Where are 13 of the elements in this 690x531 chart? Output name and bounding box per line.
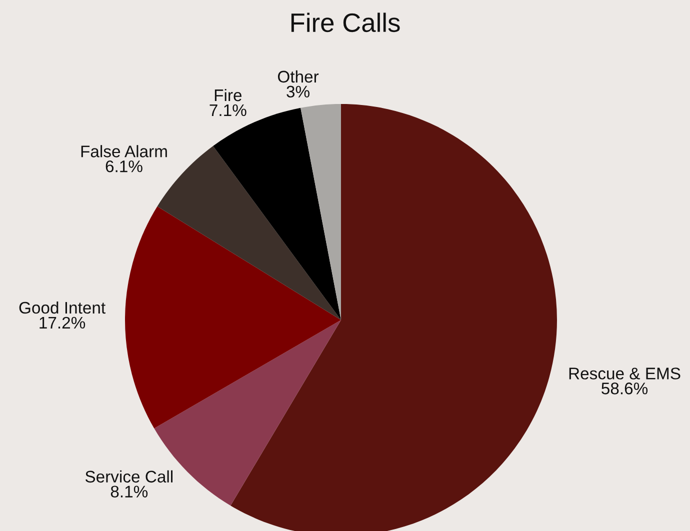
data-label: 7.1% (210, 104, 246, 116)
data-label: 3% (286, 86, 310, 98)
slice-label: Rescue & EMS (569, 368, 680, 380)
data-label: 58.6% (602, 382, 648, 394)
data-label: 8.1% (110, 486, 148, 498)
slice-label: False Alarm (81, 145, 167, 158)
chart-title: Fire Calls (291, 12, 400, 32)
slice-label: Good Intent (19, 301, 106, 314)
slice-label: Other (278, 70, 319, 83)
slice-label: Service Call (85, 470, 172, 483)
data-label: 17.2% (40, 316, 86, 329)
slice-label: Fire (214, 88, 242, 102)
data-label: 6.1% (106, 160, 142, 172)
